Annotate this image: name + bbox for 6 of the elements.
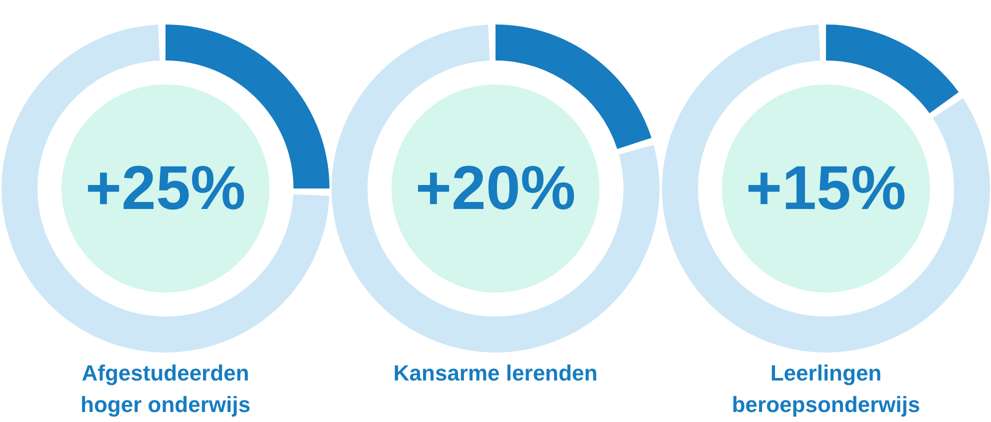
text: +15% <box>746 154 906 223</box>
text: +20% <box>415 154 576 223</box>
text: Leerlingen beroepsonderwijs <box>732 360 920 417</box>
text: +25% <box>85 154 246 223</box>
text: Afgestudeerden hoger onderwijs <box>80 360 250 417</box>
text: Kansarme lerenden <box>393 360 598 386</box>
